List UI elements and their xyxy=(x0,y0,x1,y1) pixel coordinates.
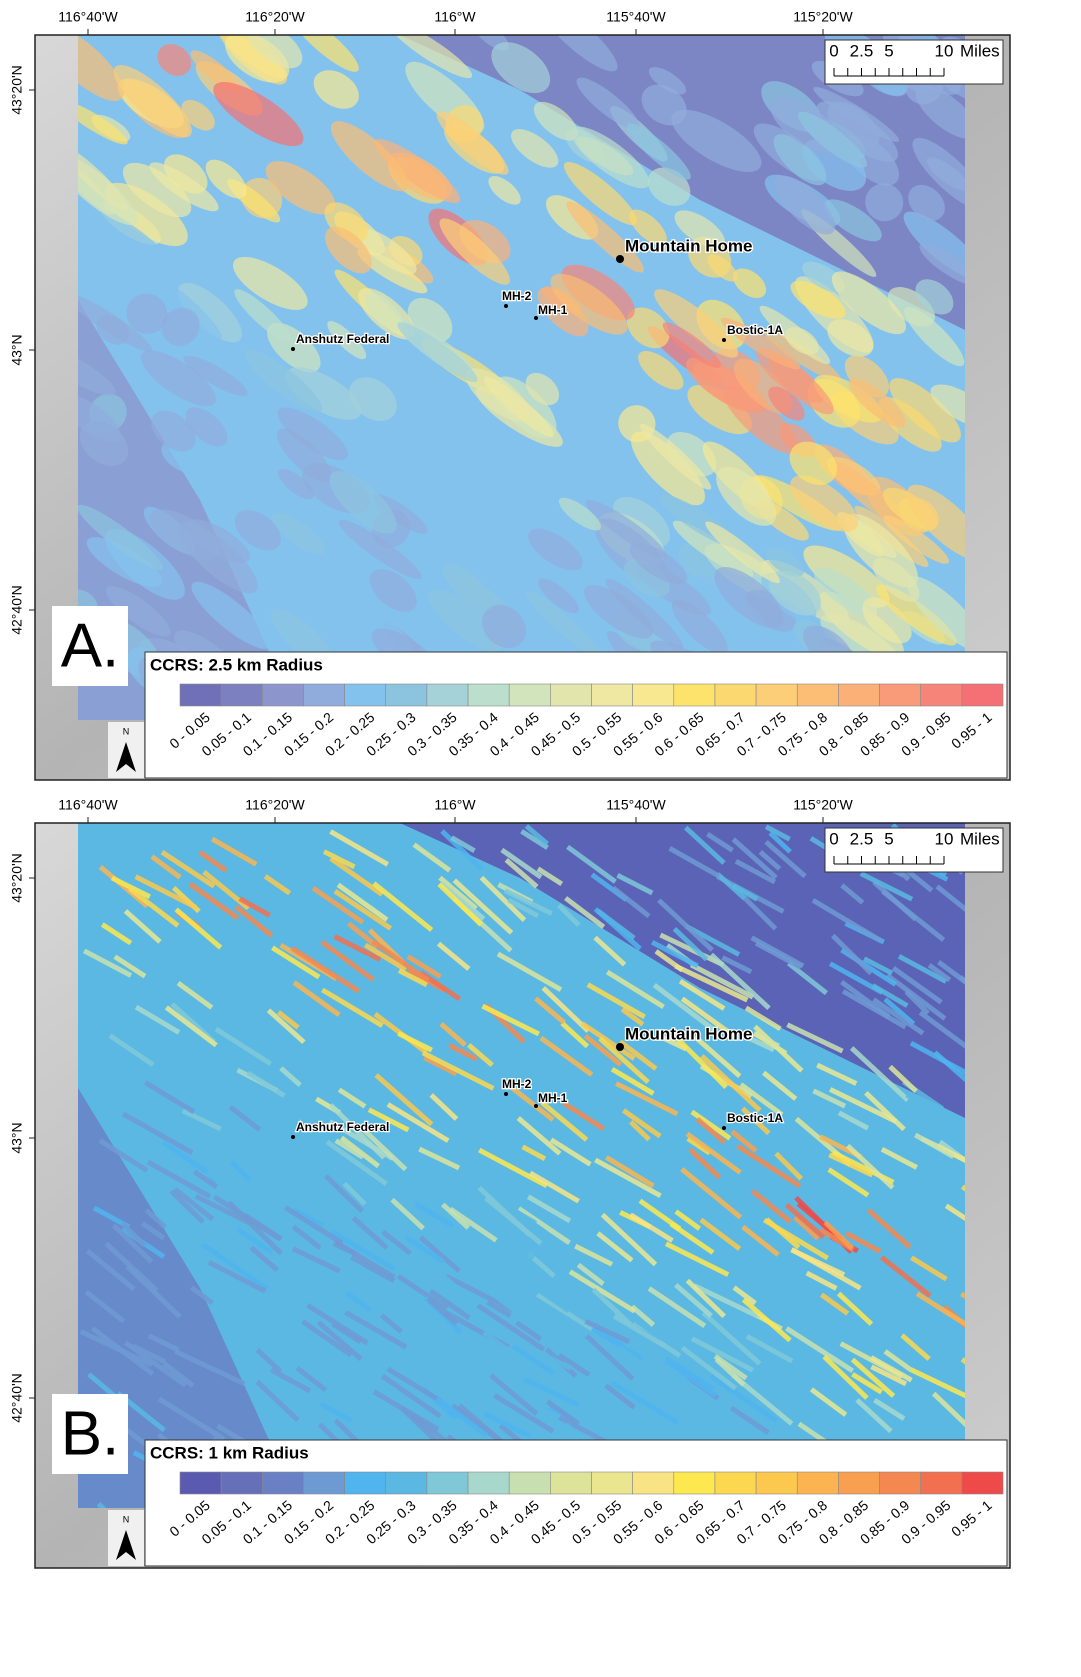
place-label: Anshutz Federal xyxy=(296,1120,389,1134)
longitude-label: 115°40'W xyxy=(606,797,666,813)
legend-swatch xyxy=(633,684,674,706)
legend-swatch xyxy=(262,684,303,706)
raster xyxy=(33,0,999,748)
place-label: Mountain Home xyxy=(625,1024,753,1043)
scale-label: 0 xyxy=(829,829,838,848)
map-panel: 116°40'W 116°20'W 116°W 115°40'W 115°20'W 43°… xyxy=(9,797,1027,1568)
legend-swatch xyxy=(880,1472,921,1494)
latitude-label: 43°N xyxy=(9,1122,25,1153)
legend-swatch xyxy=(633,1472,674,1494)
north-label: N xyxy=(123,1514,130,1524)
legend-swatch xyxy=(180,684,221,706)
place-label: Mountain Home xyxy=(625,236,753,255)
longitude-label: 116°20'W xyxy=(245,797,305,813)
legend-swatch xyxy=(468,1472,509,1494)
longitude-label: 115°40'W xyxy=(606,9,666,25)
legend-swatch xyxy=(921,1472,962,1494)
legend-swatch xyxy=(921,684,962,706)
north-label: N xyxy=(123,726,130,736)
legend-title: CCRS: 2.5 km Radius xyxy=(150,655,323,674)
scale-label: 5 xyxy=(884,829,893,848)
raster xyxy=(77,823,1027,1546)
legend-swatch xyxy=(797,1472,838,1494)
page: { "longitude_labels": ["116°40'W", "116°… xyxy=(0,0,1081,1677)
scale-label: 10 xyxy=(935,829,954,848)
legend-swatch xyxy=(468,684,509,706)
legend-swatch xyxy=(303,684,344,706)
legend-swatch xyxy=(386,684,427,706)
scale-label: 0 xyxy=(829,41,838,60)
place-dot xyxy=(616,255,624,263)
legend-title: CCRS: 1 km Radius xyxy=(150,1443,309,1462)
longitude-label: 115°20'W xyxy=(793,797,853,813)
place-label: MH-1 xyxy=(538,303,568,317)
place-dot xyxy=(291,1135,295,1139)
legend-swatch xyxy=(674,684,715,706)
legend-swatch xyxy=(303,1472,344,1494)
legend-swatch xyxy=(715,1472,756,1494)
panel-letter: A. xyxy=(61,611,120,680)
legend-swatch xyxy=(962,1472,1003,1494)
legend-swatch xyxy=(838,1472,879,1494)
legend-swatch xyxy=(756,1472,797,1494)
legend-swatch xyxy=(427,1472,468,1494)
legend-swatch xyxy=(674,1472,715,1494)
map-panel: 116°40'W 116°20'W 116°W 115°40'W 115°20'W 43°… xyxy=(9,0,1010,780)
latitude-label: 43°20'N xyxy=(9,853,25,903)
place-dot xyxy=(504,1092,508,1096)
latitude-label: 43°N xyxy=(9,334,25,365)
latitude-label: 43°20'N xyxy=(9,65,25,115)
legend-swatch xyxy=(509,1472,550,1494)
place-dot xyxy=(504,304,508,308)
place-label: Bostic-1A xyxy=(727,1111,783,1125)
scale-label: 2.5 xyxy=(850,829,874,848)
place-dot xyxy=(616,1043,624,1051)
place-label: Bostic-1A xyxy=(727,323,783,337)
longitude-label: 116°20'W xyxy=(245,9,305,25)
longitude-label: 116°40'W xyxy=(58,797,118,813)
place-dot xyxy=(722,338,726,342)
scale-unit: Miles xyxy=(960,41,1000,60)
legend-swatch xyxy=(715,684,756,706)
latitude-label: 42°40'N xyxy=(9,1373,25,1423)
legend-swatch xyxy=(221,684,262,706)
figure: 116°40'W 116°20'W 116°W 115°40'W 115°20'W 43°… xyxy=(0,0,1081,1677)
place-label: MH-2 xyxy=(502,1077,532,1091)
longitude-label: 116°W xyxy=(434,797,476,813)
longitude-label: 115°20'W xyxy=(793,9,853,25)
legend-swatch xyxy=(550,1472,591,1494)
scale-label: 10 xyxy=(935,41,954,60)
legend-swatch xyxy=(550,684,591,706)
legend-swatch xyxy=(592,1472,633,1494)
legend-swatch xyxy=(345,1472,386,1494)
legend-swatch xyxy=(509,684,550,706)
scale-unit: Miles xyxy=(960,829,1000,848)
legend-swatch xyxy=(345,684,386,706)
legend-swatch xyxy=(756,684,797,706)
scale-label: 5 xyxy=(884,41,893,60)
place-label: MH-1 xyxy=(538,1091,568,1105)
legend-swatch xyxy=(221,1472,262,1494)
place-label: Anshutz Federal xyxy=(296,332,389,346)
panel-letter: B. xyxy=(61,1399,120,1468)
legend-swatch xyxy=(962,684,1003,706)
legend-swatch xyxy=(386,1472,427,1494)
legend-swatch xyxy=(592,684,633,706)
legend-swatch xyxy=(262,1472,303,1494)
longitude-label: 116°40'W xyxy=(58,9,118,25)
longitude-label: 116°W xyxy=(434,9,476,25)
legend-swatch xyxy=(797,684,838,706)
scale-label: 2.5 xyxy=(850,41,874,60)
place-dot xyxy=(291,347,295,351)
place-dot xyxy=(722,1126,726,1130)
legend-swatch xyxy=(180,1472,221,1494)
legend-swatch xyxy=(427,684,468,706)
legend-swatch xyxy=(880,684,921,706)
latitude-label: 42°40'N xyxy=(9,585,25,635)
place-label: MH-2 xyxy=(502,289,532,303)
legend-swatch xyxy=(838,684,879,706)
